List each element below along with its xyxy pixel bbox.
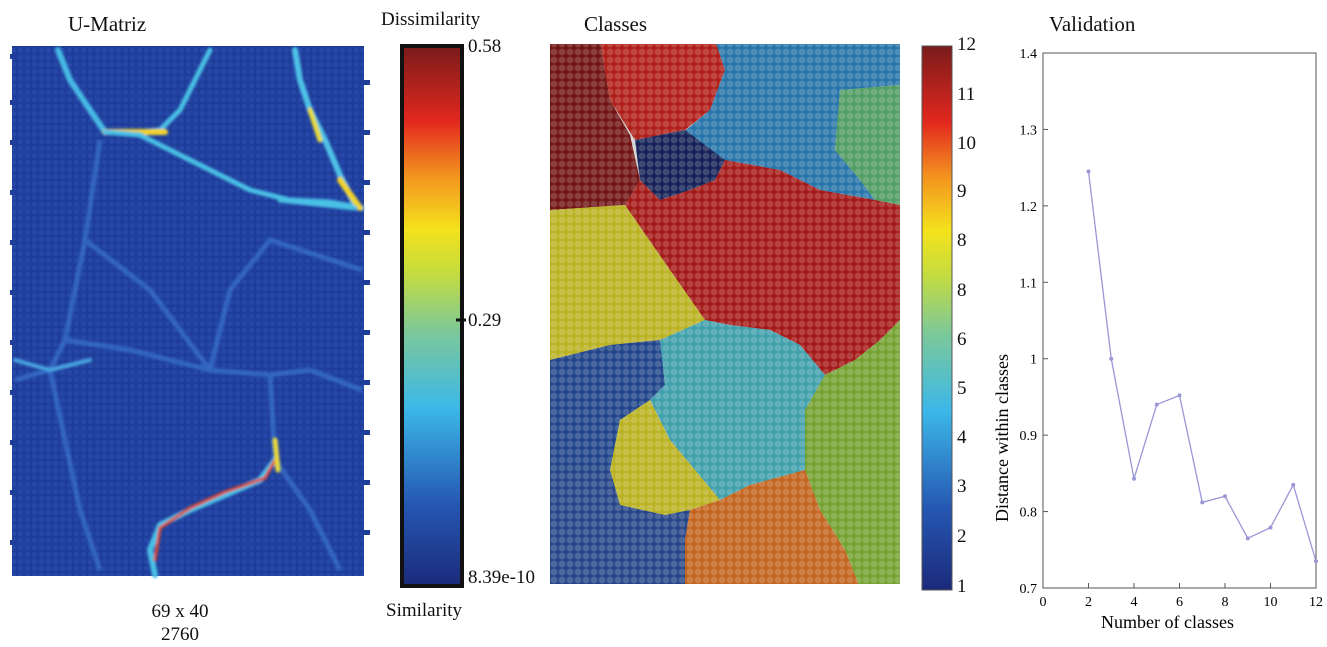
validation-title: Validation — [1049, 12, 1136, 36]
data-point — [1291, 482, 1296, 487]
classes-tick-2: 2 — [957, 526, 967, 547]
dissimilarity-min-tick: 8.39e-10 — [468, 567, 536, 588]
classes-tick-8b: 8 — [957, 280, 967, 301]
classes-tick-3: 3 — [957, 476, 967, 497]
x-axis-label: Number of classes — [1101, 612, 1234, 632]
data-point — [1109, 356, 1114, 361]
classes-map — [550, 44, 900, 584]
plot-frame — [1042, 52, 1317, 589]
classes-colorbar-frame — [921, 45, 953, 591]
y-tick-label: 0.8 — [1020, 506, 1038, 521]
classes-colorbar-gradient — [922, 46, 952, 590]
x-tick-label: 12 — [1309, 595, 1323, 610]
similarity-label: Similarity — [386, 600, 462, 621]
y-tick-label: 1.4 — [1020, 47, 1038, 62]
classes-tick-1: 1 — [957, 576, 967, 597]
x-tick-label: 4 — [1131, 595, 1138, 610]
y-tick-label: 1.2 — [1020, 200, 1038, 215]
data-point — [1132, 476, 1136, 481]
data-point — [1177, 393, 1182, 398]
classes-title: Classes — [584, 12, 647, 36]
classes-tick-5: 5 — [957, 378, 967, 399]
series-points — [1086, 169, 1318, 564]
y-tick-label: 0.9 — [1020, 429, 1038, 444]
classes-colorbar — [921, 45, 953, 591]
y-tick-label: 0.7 — [1020, 582, 1038, 597]
data-point — [1268, 525, 1273, 530]
data-point — [1154, 402, 1159, 407]
y-axis-ticks: 0.7 0.8 0.9 1 1.1 1.2 1.3 1.4 — [1020, 47, 1048, 597]
classes-tick-4: 4 — [957, 427, 967, 448]
umatrix-background — [12, 46, 364, 576]
data-point — [1245, 536, 1250, 541]
umatrix-strong-boundaries — [13, 47, 365, 578]
dissimilarity-gradient — [400, 44, 464, 588]
validation-chart: 0.7 0.8 0.9 1 1.1 1.2 1.3 1.4 0 2 4 6 8 10 12 Distanc… — [992, 47, 1323, 632]
classes-tick-9: 9 — [957, 181, 967, 202]
x-tick-label: 0 — [1040, 595, 1047, 610]
data-point — [1223, 494, 1227, 499]
x-tick-label: 8 — [1222, 595, 1229, 610]
data-point — [1086, 169, 1091, 174]
y-axis-label: Distance within classes — [992, 354, 1012, 522]
y-tick-label: 1.1 — [1020, 276, 1038, 291]
classes-tick-12: 12 — [957, 34, 976, 55]
classes-hex-texture — [550, 44, 900, 584]
classes-tick-6: 6 — [957, 329, 967, 350]
umatrix-faint-boundaries — [14, 139, 363, 572]
dissimilarity-mid-tick-label: 0.29 — [468, 310, 502, 331]
umatrix-title: U-Matriz — [68, 12, 147, 36]
dissimilarity-colorbar — [400, 44, 466, 588]
data-point — [1314, 559, 1318, 564]
x-tick-label: 6 — [1176, 595, 1183, 610]
classes-tick-10: 10 — [957, 133, 976, 154]
classes-tick-8a: 8 — [957, 230, 967, 251]
y-tick-label: 1 — [1030, 353, 1037, 368]
y-tick-label: 1.3 — [1020, 123, 1038, 138]
dissimilarity-label: Dissimilarity — [381, 9, 481, 30]
x-tick-label: 2 — [1085, 595, 1092, 610]
umatrix-edge-ticks — [10, 54, 370, 545]
classes-tick-11: 11 — [957, 84, 976, 105]
dissimilarity-max-tick: 0.58 — [468, 36, 502, 57]
umatrix-unit-count: 2760 — [161, 624, 199, 645]
umatrix-grid-size: 69 x 40 — [151, 601, 209, 622]
x-axis-ticks: 0 2 4 6 8 10 12 — [1040, 583, 1323, 610]
data-point — [1200, 500, 1205, 505]
x-tick-label: 10 — [1264, 595, 1278, 610]
umatrix-map — [10, 46, 370, 578]
